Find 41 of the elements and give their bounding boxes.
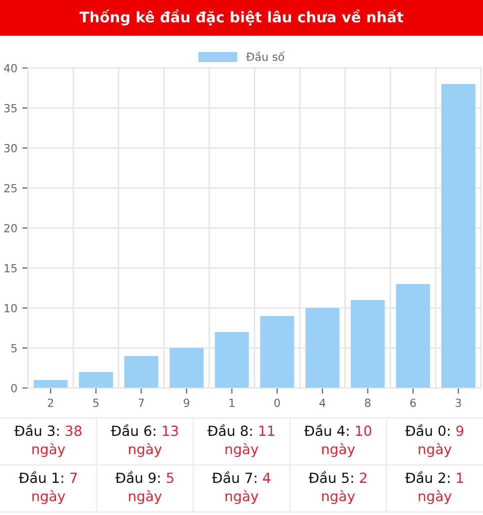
x-tick-label: 9 <box>184 398 190 408</box>
text: Đầu 1: 7 ngày <box>18 471 77 504</box>
text: Đầu 6: 13 ngày <box>110 424 178 457</box>
bar <box>214 332 249 388</box>
text: Đầu 3: 38 ngày <box>14 424 82 457</box>
y-tick-label: 30 <box>4 144 17 152</box>
x-tick-label: 4 <box>319 398 326 407</box>
x-tick-label: 8 <box>364 398 371 408</box>
x-tick-label: 6 <box>410 398 416 408</box>
text: Đầu 7: 4 ngày <box>212 471 270 504</box>
bar <box>170 348 204 388</box>
legend-label: Đầu số <box>246 51 285 61</box>
y-tick-label: 10 <box>4 304 17 312</box>
bar <box>396 284 430 388</box>
x-tick-label: 3 <box>456 398 461 408</box>
y-tick-label: 20 <box>4 224 17 232</box>
text: Đầu 0: 9 ngày <box>405 424 464 457</box>
x-tick-label: 1 <box>230 398 234 407</box>
text: Đầu 9: 5 ngày <box>115 471 174 504</box>
y-tick-label: 5 <box>11 344 17 352</box>
bar <box>260 316 294 388</box>
y-tick-label: 15 <box>4 264 17 272</box>
bar <box>78 372 113 388</box>
text: Đầu 2: 1 ngày <box>405 471 464 504</box>
x-tick-label: 0 <box>274 398 280 408</box>
chart-title: Thống kê đầu đặc biệt lâu chưa về nhất <box>79 10 404 26</box>
y-tick-label: 35 <box>4 104 17 112</box>
bar <box>350 300 385 388</box>
y-tick-label: 0 <box>11 384 17 392</box>
text: Đầu 5: 2 ngày <box>308 471 366 504</box>
text: Đầu 8: 11 ngày <box>207 424 274 457</box>
x-tick-label: 2 <box>48 398 54 407</box>
bar <box>34 380 68 388</box>
bar <box>124 356 158 388</box>
y-tick-label: 25 <box>4 184 17 192</box>
y-tick-label: 40 <box>4 64 17 72</box>
bar <box>305 308 340 388</box>
bar <box>441 84 476 388</box>
x-tick-label: 5 <box>93 398 99 408</box>
text: Đầu 4: 10 ngày <box>304 424 372 457</box>
x-tick-label: 7 <box>138 398 144 407</box>
